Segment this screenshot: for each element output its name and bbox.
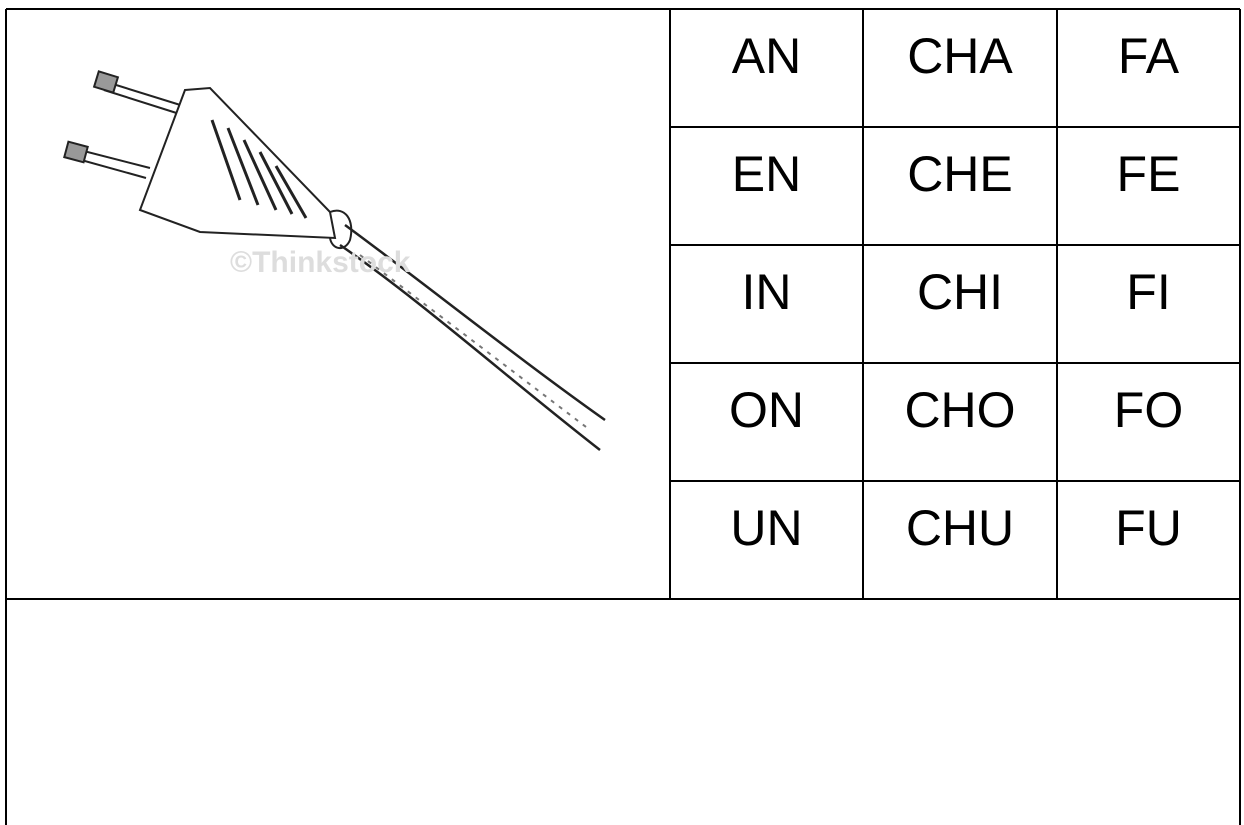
syllable: FO — [1114, 382, 1183, 438]
watermark: ©Thinkstock — [230, 246, 411, 279]
syllable: CHO — [904, 382, 1015, 438]
syllable: CHE — [907, 146, 1013, 202]
syllable: CHA — [907, 28, 1013, 84]
syllable: UN — [730, 500, 802, 556]
syllable: FU — [1115, 500, 1182, 556]
syllable-grid: AN CHA FA EN CHE FE IN CHI FI ON CHO FO UN CHU FU — [729, 28, 1183, 556]
plug-illustration — [63, 70, 606, 451]
syllable: FI — [1126, 264, 1170, 320]
syllable: AN — [732, 28, 801, 84]
syllable: CHU — [906, 500, 1014, 556]
syllable: ON — [729, 382, 804, 438]
syllable: FE — [1117, 146, 1181, 202]
table-borders — [5, 8, 1241, 825]
syllable: EN — [732, 146, 801, 202]
syllable: IN — [742, 264, 792, 320]
syllable: CHI — [917, 264, 1003, 320]
syllable: FA — [1118, 28, 1180, 84]
